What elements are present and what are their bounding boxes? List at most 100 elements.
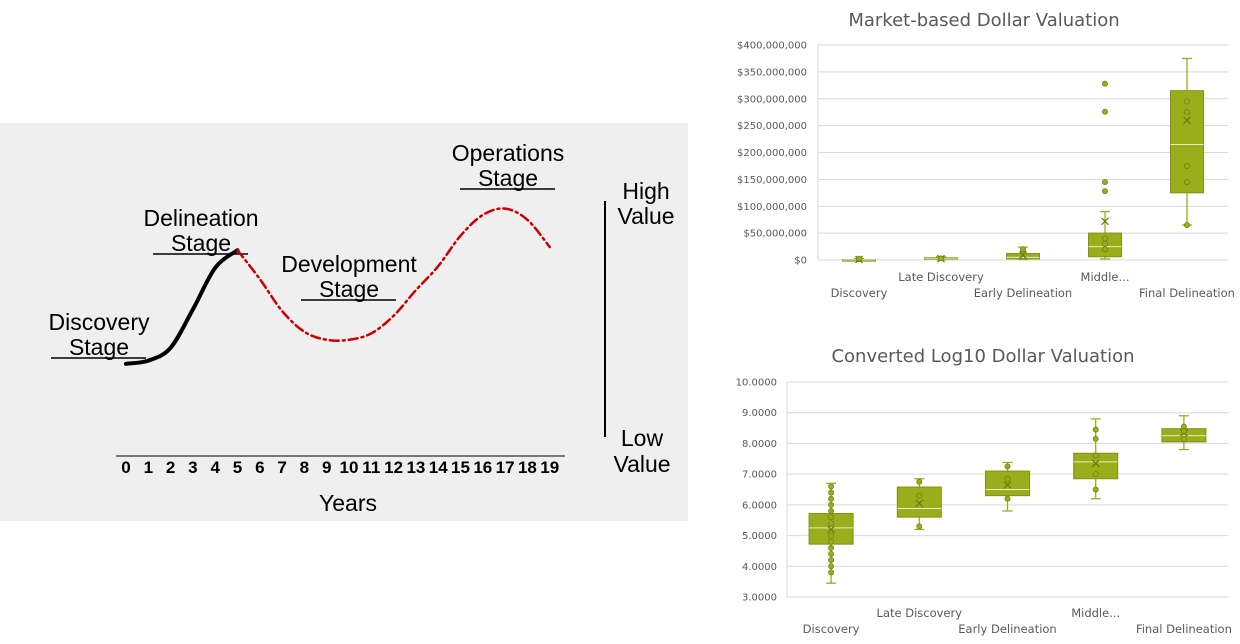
data-point — [828, 538, 835, 545]
year-tick-6: 6 — [255, 458, 264, 477]
discovery-curve — [124, 248, 240, 366]
data-point — [1004, 495, 1011, 502]
y-tick-label: 6.0000 — [742, 500, 777, 511]
mean-marker — [1101, 217, 1109, 226]
y-tick-label: 10.0000 — [736, 378, 777, 389]
mean-marker — [827, 525, 836, 534]
category-label: Early Delineation — [974, 286, 1072, 300]
stage-label-operations-line1: Operations — [452, 140, 565, 166]
y-tick-label: $300,000,000 — [737, 94, 807, 105]
y-tick-label: 9.0000 — [742, 408, 777, 419]
data-point — [1102, 108, 1108, 115]
data-point — [1092, 426, 1099, 433]
year-tick-17: 17 — [496, 458, 515, 477]
data-point — [1184, 98, 1190, 105]
data-point — [828, 483, 835, 490]
log-valuation-chart: Converted Log10 Dollar Valuation 3.0000 4.… — [736, 346, 1232, 636]
data-point — [828, 495, 835, 502]
box-iqr — [1170, 90, 1204, 194]
data-point — [828, 520, 835, 527]
data-point — [828, 569, 835, 576]
data-point — [1180, 423, 1187, 430]
year-tick-11: 11 — [362, 458, 380, 477]
mean-marker — [1003, 480, 1012, 489]
value-label-high-2: Value — [617, 203, 674, 229]
mean-marker — [915, 499, 924, 508]
y-tick-label: $350,000,000 — [737, 67, 807, 78]
data-point — [828, 557, 835, 564]
year-tick-9: 9 — [322, 458, 331, 477]
lifecycle-panel: Discovery Stage Delineation Stage Developmen… — [0, 123, 688, 521]
data-point — [1004, 475, 1011, 482]
data-point — [1184, 222, 1190, 229]
years-axis-title: Years — [319, 490, 377, 516]
stage-label-discovery-line2: Stage — [69, 334, 129, 360]
data-point — [828, 544, 835, 551]
y-tick-label: $0 — [794, 256, 807, 267]
y-tick-label: $50,000,000 — [743, 229, 807, 240]
stage-label-operations-line2: Stage — [478, 165, 538, 191]
year-tick-10: 10 — [340, 458, 359, 477]
data-point — [1004, 463, 1011, 470]
category-label: Middle... — [1081, 270, 1130, 284]
category-label: Discovery — [831, 286, 888, 300]
y-tick-label: 3.0000 — [742, 593, 777, 604]
data-point — [1092, 435, 1099, 442]
lifecycle-chart: DiscoveryStageDelineationStageDevelopmen… — [49, 140, 675, 516]
year-tick-7: 7 — [277, 458, 286, 477]
data-point — [1102, 188, 1108, 195]
data-point — [1102, 246, 1108, 253]
data-point — [1180, 435, 1187, 442]
data-point — [1092, 486, 1099, 493]
year-tick-12: 12 — [384, 458, 403, 477]
data-point — [1184, 162, 1190, 169]
year-tick-8: 8 — [300, 458, 309, 477]
box-iqr — [985, 470, 1030, 497]
data-point — [1102, 80, 1108, 87]
year-tick-15: 15 — [451, 458, 470, 477]
y-tick-label: $150,000,000 — [737, 175, 807, 186]
year-tick-1: 1 — [144, 458, 153, 477]
category-label: Discovery — [803, 622, 860, 636]
data-point — [828, 532, 835, 539]
category-label: Middle... — [1071, 606, 1120, 620]
data-point — [828, 501, 835, 508]
y-tick-label: $400,000,000 — [737, 41, 807, 52]
category-label: Late Discovery — [898, 270, 984, 284]
data-point — [938, 255, 944, 262]
data-point — [828, 508, 835, 514]
y-tick-label: $200,000,000 — [737, 148, 807, 159]
y-tick-label: 5.0000 — [742, 531, 777, 542]
category-label: Final Delineation — [1136, 622, 1232, 636]
value-label-low-2: Value — [613, 451, 670, 477]
data-point — [828, 563, 835, 570]
category-label: Final Delineation — [1139, 286, 1235, 300]
value-label-high-1: High — [622, 178, 669, 204]
data-point — [916, 523, 923, 530]
data-point — [916, 478, 923, 485]
data-point — [1184, 179, 1190, 186]
y-tick-label: $250,000,000 — [737, 121, 807, 132]
year-tick-13: 13 — [406, 458, 425, 477]
mean-marker — [1183, 116, 1191, 125]
year-tick-18: 18 — [518, 458, 537, 477]
value-label-low-1: Low — [621, 425, 664, 451]
projected-value-curve — [236, 207, 551, 342]
data-point — [856, 255, 862, 262]
mean-marker — [1091, 459, 1100, 468]
data-point — [1102, 235, 1108, 242]
data-point — [828, 551, 835, 557]
data-point — [828, 514, 835, 521]
stage-label-delineation-line1: Delineation — [143, 205, 258, 231]
data-point — [1184, 109, 1190, 116]
data-point — [1092, 452, 1099, 459]
year-tick-0: 0 — [121, 458, 130, 477]
year-tick-4: 4 — [210, 458, 220, 477]
data-point — [916, 492, 923, 499]
year-tick-14: 14 — [429, 458, 448, 477]
stage-label-development-line2: Stage — [319, 276, 379, 302]
category-label: Late Discovery — [877, 606, 963, 620]
box-iqr — [896, 486, 942, 518]
data-point — [1102, 240, 1108, 247]
data-point — [1102, 179, 1108, 186]
